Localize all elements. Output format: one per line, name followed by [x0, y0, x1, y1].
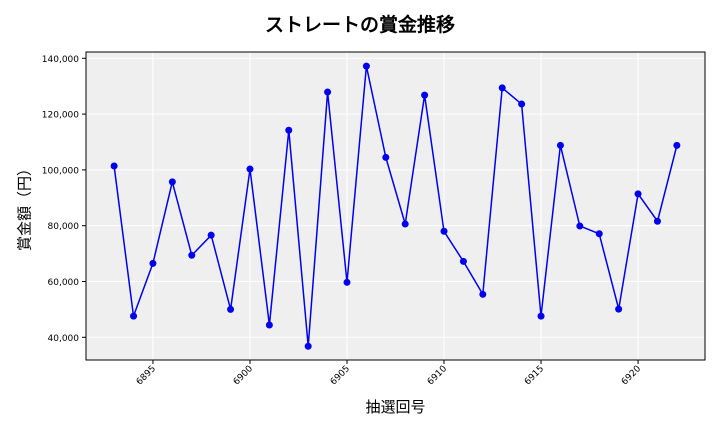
data-point-marker	[149, 259, 157, 267]
data-series	[110, 62, 681, 350]
data-point-marker	[304, 342, 312, 350]
data-point-marker	[324, 88, 332, 96]
data-point-marker	[382, 153, 390, 161]
y-tick-label: 40,000	[48, 334, 80, 344]
x-tick-label: 6895	[135, 364, 158, 387]
y-tick-label: 80,000	[48, 222, 80, 232]
grid-lines	[86, 52, 705, 360]
y-tick-label: 140,000	[42, 55, 79, 65]
data-point-marker	[673, 141, 681, 149]
data-point-marker	[595, 230, 603, 238]
data-point-marker	[343, 278, 351, 286]
data-point-marker	[401, 220, 409, 228]
data-point-marker	[227, 305, 235, 313]
data-point-marker	[556, 141, 564, 149]
x-axis-label: 抽選回号	[365, 398, 426, 416]
data-point-marker	[421, 91, 429, 99]
data-point-marker	[168, 178, 176, 186]
y-tick-label: 120,000	[42, 111, 79, 121]
data-point-marker	[362, 62, 370, 70]
data-point-marker	[246, 165, 254, 173]
data-point-marker	[653, 217, 661, 225]
x-tick-label: 6920	[620, 364, 643, 387]
data-point-marker	[498, 84, 506, 92]
data-point-marker	[110, 162, 118, 170]
data-point-marker	[459, 257, 467, 265]
y-tick-label: 100,000	[42, 166, 79, 176]
data-point-marker	[615, 305, 623, 313]
data-point-marker	[479, 290, 487, 298]
data-point-marker	[265, 321, 273, 329]
data-point-marker	[285, 126, 293, 134]
x-tick-label: 6910	[426, 364, 449, 387]
y-tick-label: 60,000	[48, 278, 80, 288]
data-point-marker	[188, 251, 196, 259]
y-axis-label: 賞金額（円）	[15, 160, 34, 252]
x-axis: 6895 6900 6905 6910 6915 6920	[135, 360, 643, 387]
data-point-marker	[634, 190, 642, 198]
x-tick-label: 6905	[329, 364, 352, 387]
plot-frame	[85, 51, 706, 361]
x-tick-label: 6900	[232, 364, 255, 387]
y-axis: 40,000 60,000 80,000 100,000 120,000 140,000	[42, 55, 86, 344]
data-point-marker	[537, 312, 545, 320]
data-point-marker	[440, 227, 448, 235]
x-tick-label: 6915	[523, 364, 546, 387]
plot-background	[86, 52, 705, 360]
data-point-marker	[130, 312, 138, 320]
data-point-marker	[576, 222, 584, 230]
data-point-marker	[207, 231, 215, 239]
data-point-marker	[518, 100, 526, 108]
chart-title: ストレートの賞金推移	[264, 14, 455, 36]
